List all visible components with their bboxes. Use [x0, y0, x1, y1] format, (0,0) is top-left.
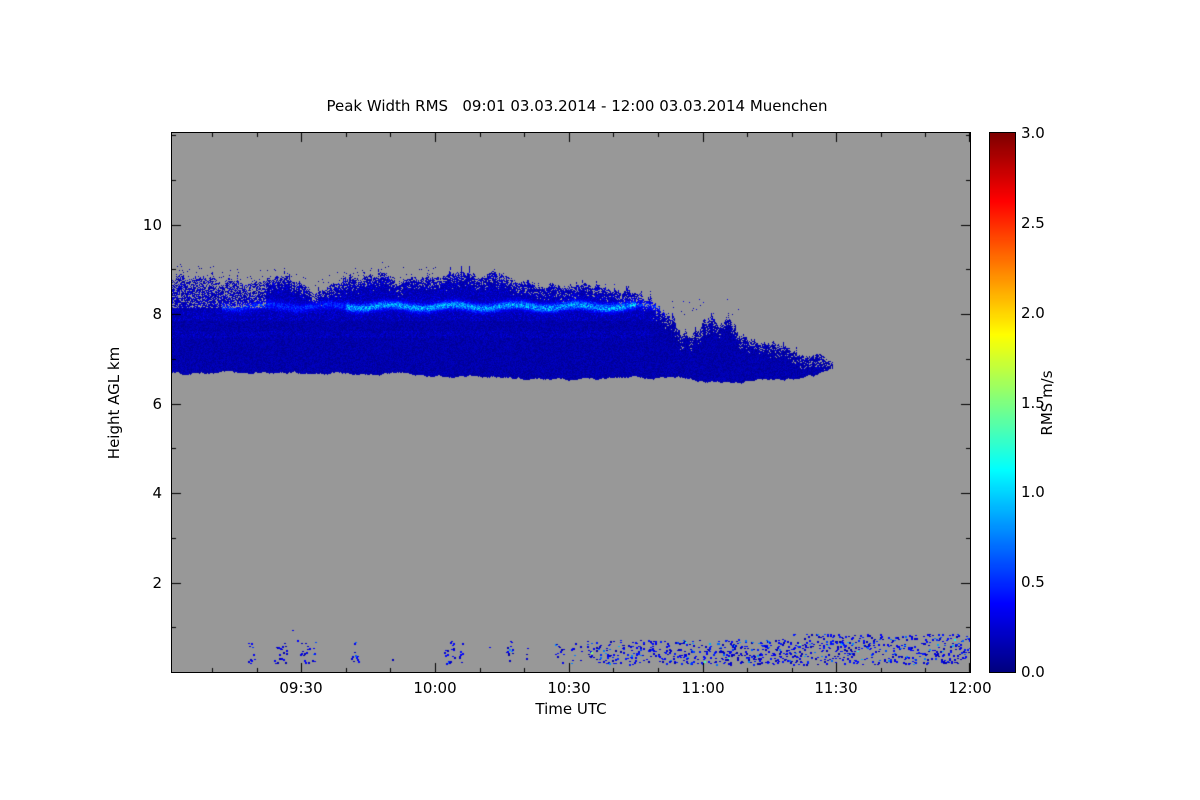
colorbar-label: RMS m/s	[1038, 370, 1056, 436]
colorbar-tick-0.5: 0.5	[1021, 573, 1045, 591]
y-tick-label-4: 4	[152, 484, 162, 502]
colorbar-tick-2.0: 2.0	[1021, 304, 1045, 322]
y-tick-label-8: 8	[152, 305, 162, 323]
colorbar-tick-1.0: 1.0	[1021, 483, 1045, 501]
colorbar	[989, 132, 1016, 673]
colorbar-tick-1.5: 1.5	[1021, 394, 1045, 412]
y-tick-label-2: 2	[152, 574, 162, 592]
y-tick-label-6: 6	[152, 395, 162, 413]
x-tick-label-1100: 11:00	[681, 679, 725, 697]
y-tick-label-10: 10	[142, 216, 162, 234]
plot-area	[171, 132, 971, 673]
x-tick-label-1200: 12:00	[948, 679, 992, 697]
x-tick-label-1130: 11:30	[814, 679, 858, 697]
heatmap-canvas	[172, 133, 970, 672]
plot-title: Peak Width RMS 09:01 03.03.2014 - 12:00 …	[326, 97, 828, 115]
colorbar-tick-2.5: 2.5	[1021, 214, 1045, 232]
colorbar-tick-3.0: 3.0	[1021, 124, 1045, 142]
x-axis-label: Time UTC	[535, 700, 607, 718]
colorbar-tick-0.0: 0.0	[1021, 663, 1045, 681]
x-tick-label-1000: 10:00	[413, 679, 457, 697]
colorbar-canvas	[990, 133, 1015, 672]
x-tick-label-1030: 10:30	[547, 679, 591, 697]
x-tick-label-0930: 09:30	[279, 679, 323, 697]
